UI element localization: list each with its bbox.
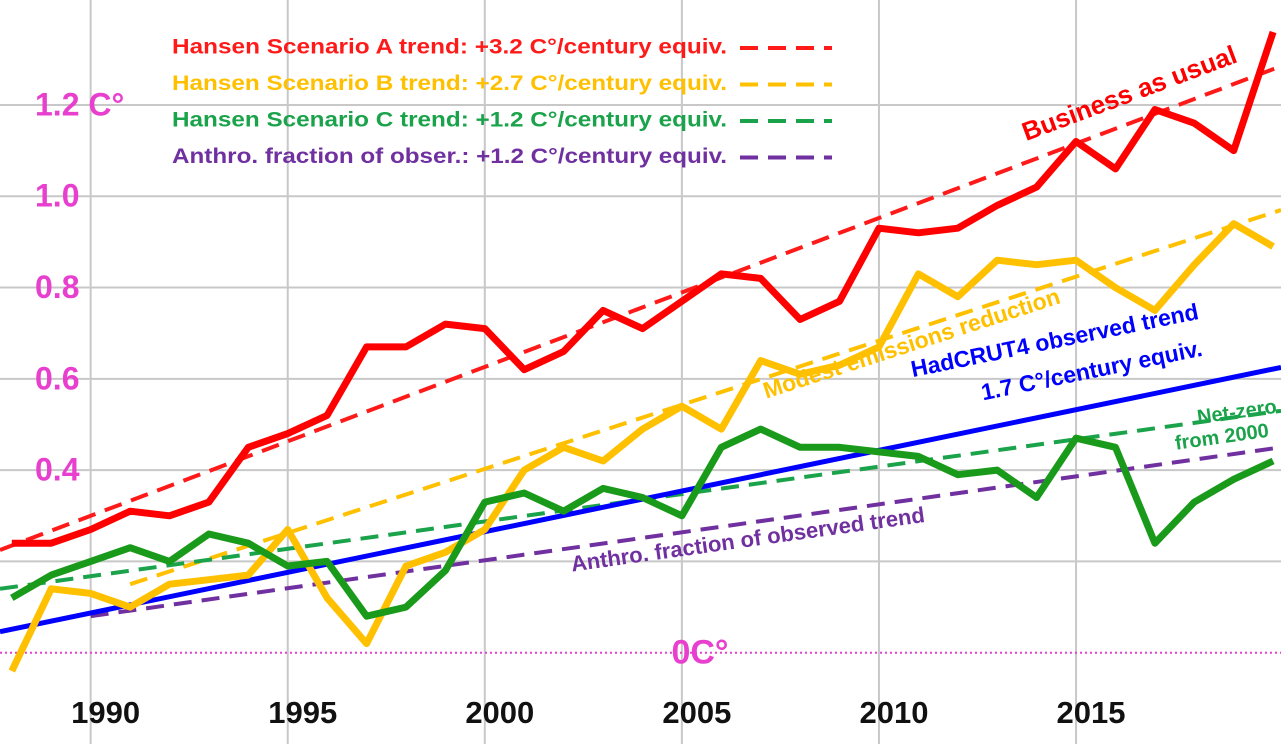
x-tick-label: 1990 bbox=[71, 695, 140, 730]
y-tick-label: 0C° bbox=[671, 634, 728, 672]
y-tick-label: 1.0 bbox=[35, 178, 79, 214]
x-tick-label: 2010 bbox=[859, 695, 928, 730]
trend-line bbox=[0, 64, 1281, 552]
legend-label: Hansen Scenario C trend: +1.2 C°/century… bbox=[172, 109, 727, 132]
legend-label: Hansen Scenario A trend: +3.2 C°/century… bbox=[172, 36, 727, 59]
x-tick-label: 1995 bbox=[268, 695, 337, 730]
data-line bbox=[11, 30, 1277, 547]
x-tick-label: 2005 bbox=[662, 695, 731, 730]
data-line bbox=[10, 425, 1275, 620]
y-tick-label: 0.8 bbox=[35, 269, 79, 305]
data-line bbox=[8, 220, 1275, 673]
y-tick-label: 1.2 C° bbox=[35, 86, 124, 122]
y-tick-label: 0.6 bbox=[35, 360, 79, 396]
legend-label: Hansen Scenario B trend: +2.7 C°/century… bbox=[172, 72, 727, 95]
x-tick-label: 2000 bbox=[465, 695, 534, 730]
legend-label: Anthro. fraction of obser.: +1.2 C°/cent… bbox=[172, 145, 727, 168]
trend-line bbox=[90, 445, 1281, 619]
y-tick-label: 0.4 bbox=[35, 452, 80, 488]
x-tick-label: 2015 bbox=[1057, 695, 1126, 730]
